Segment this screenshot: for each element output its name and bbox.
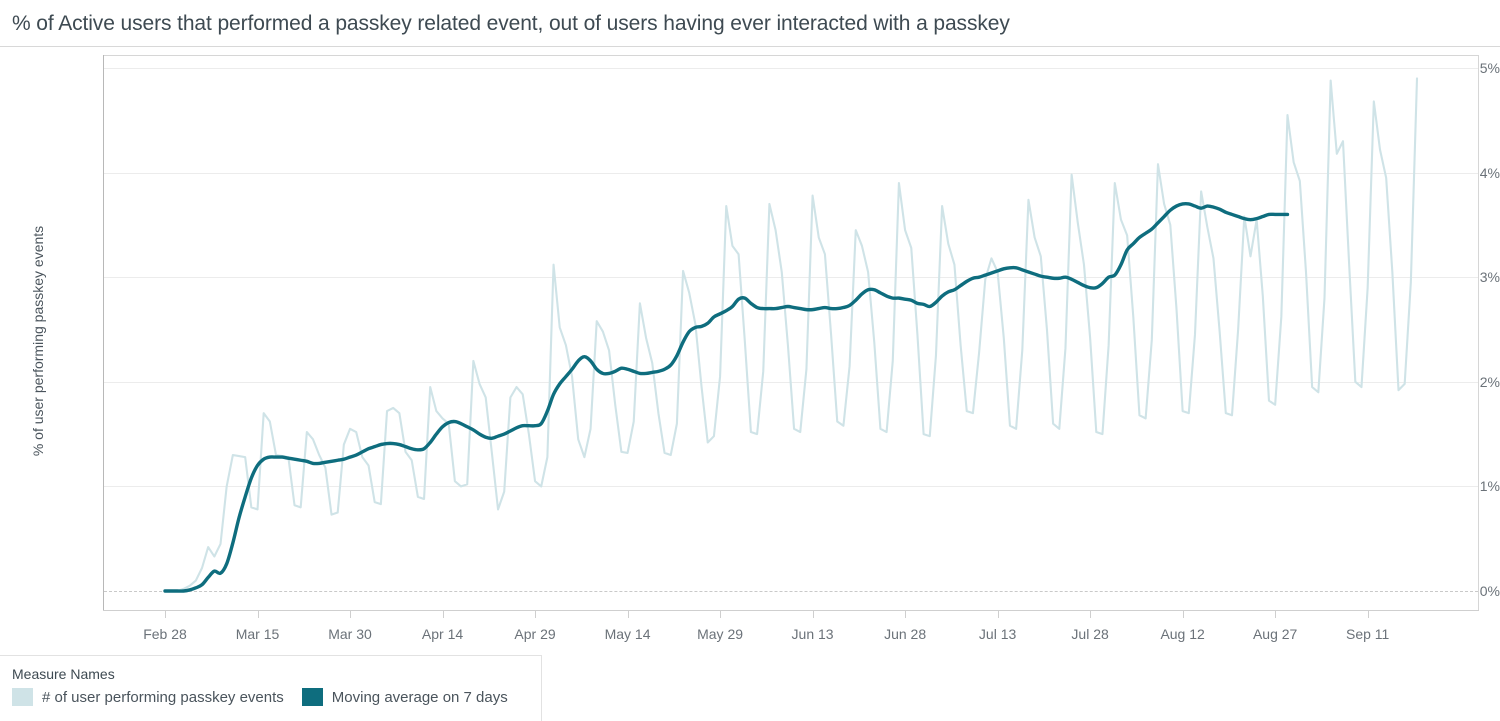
x-tick-mark bbox=[997, 611, 999, 618]
x-tick-mark bbox=[1182, 611, 1184, 618]
x-tick-mark bbox=[442, 611, 444, 618]
x-tick-label: Sep 11 bbox=[1345, 626, 1390, 642]
moving-average-line bbox=[163, 202, 1290, 593]
x-tick-label: Mar 15 bbox=[235, 626, 280, 642]
x-tick-mark bbox=[1275, 611, 1277, 618]
y-tick-label: 3% bbox=[1479, 269, 1500, 286]
x-tick-label: Jun 28 bbox=[884, 626, 927, 642]
page-title: % of Active users that performed a passk… bbox=[12, 12, 1010, 35]
y-tick-label: 4% bbox=[1479, 164, 1500, 181]
x-tick-mark bbox=[812, 611, 814, 618]
plot-area bbox=[103, 55, 1479, 611]
gridline-1% bbox=[104, 486, 1478, 488]
x-tick-mark bbox=[350, 611, 352, 618]
legend-item-label: Moving average on 7 days bbox=[331, 688, 508, 706]
x-tick-label: Jun 13 bbox=[791, 626, 834, 642]
legend-item[interactable]: Moving average on 7 days bbox=[301, 688, 508, 706]
x-tick-label: Aug 27 bbox=[1252, 626, 1298, 642]
legend-item[interactable]: # of user performing passkey events bbox=[12, 688, 284, 706]
legend-swatch-icon bbox=[301, 688, 323, 706]
x-axis-line bbox=[103, 610, 1479, 611]
legend-title: Measure Names bbox=[12, 666, 115, 682]
x-tick-mark bbox=[1090, 611, 1092, 618]
x-tick-mark bbox=[535, 611, 537, 618]
gridline-5% bbox=[104, 68, 1478, 69]
x-tick-label: Mar 30 bbox=[328, 626, 372, 642]
y-tick-label: 2% bbox=[1479, 373, 1500, 390]
x-tick-mark bbox=[720, 611, 722, 618]
gridline-0% bbox=[104, 591, 1478, 592]
x-tick-mark bbox=[627, 611, 629, 618]
x-tick-label: May 29 bbox=[697, 626, 744, 642]
raw-series-line bbox=[163, 77, 1419, 593]
legend-item-label: # of user performing passkey events bbox=[42, 688, 284, 706]
x-tick-label: May 14 bbox=[604, 626, 651, 642]
x-tick-mark bbox=[165, 611, 166, 618]
legend-items: # of user performing passkey events Movin… bbox=[12, 688, 542, 706]
legend: Measure Names # of user performing passk… bbox=[12, 666, 542, 706]
gridline-4% bbox=[104, 172, 1478, 174]
title-divider bbox=[0, 46, 1500, 47]
y-tick-label: 5% bbox=[1479, 60, 1500, 76]
gridline-3% bbox=[104, 277, 1478, 279]
x-tick-label: Jul 13 bbox=[978, 626, 1017, 642]
x-tick-label: Apr 14 bbox=[421, 626, 464, 642]
x-tick-mark bbox=[905, 611, 907, 618]
x-tick-label: Aug 12 bbox=[1160, 626, 1205, 642]
y-tick-label: 0% bbox=[1479, 583, 1500, 599]
y-axis-line bbox=[103, 55, 104, 611]
x-tick-label: Feb 28 bbox=[143, 626, 187, 642]
legend-divider bbox=[0, 655, 542, 656]
x-tick-mark bbox=[257, 611, 259, 618]
x-tick-mark bbox=[1367, 611, 1369, 618]
y-tick-label: 1% bbox=[1479, 478, 1500, 495]
legend-edge bbox=[541, 655, 542, 721]
x-tick-label: Jul 28 bbox=[1071, 626, 1109, 642]
x-tick-label: Apr 29 bbox=[514, 626, 556, 642]
legend-swatch-icon bbox=[12, 688, 33, 706]
